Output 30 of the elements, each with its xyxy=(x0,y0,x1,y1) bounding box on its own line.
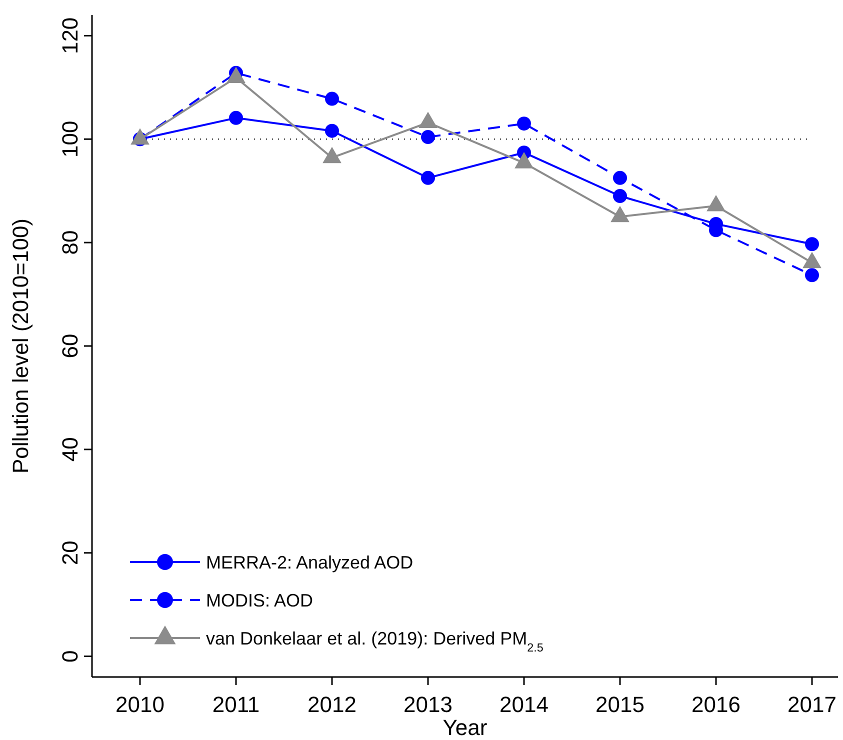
point xyxy=(325,124,339,138)
y-tick-label: 20 xyxy=(58,540,83,566)
point xyxy=(805,237,819,252)
x-tick-label: 2011 xyxy=(212,692,260,718)
x-tick-label: 2014 xyxy=(500,692,548,718)
x-tick-label: 2015 xyxy=(596,692,644,718)
x-tick-label: 2013 xyxy=(404,692,452,718)
legend-label: van Donkelaar et al. (2019): Derived PM$_{2.5}$ xyxy=(206,628,544,654)
y-tick-label: 80 xyxy=(58,230,83,255)
y-tick-label: 0 xyxy=(58,650,83,662)
x-tick-label: 2016 xyxy=(692,692,740,718)
legend-label: MERRA-2: Analyzed AOD xyxy=(206,552,414,572)
point xyxy=(613,170,627,185)
point xyxy=(805,268,819,282)
x-axis-title: Year xyxy=(442,715,488,740)
point xyxy=(613,189,627,203)
y-tick-label: 60 xyxy=(58,334,83,358)
y-axis-title: Pollution level (2010=100) xyxy=(8,218,33,474)
point xyxy=(421,130,435,144)
point xyxy=(325,92,339,106)
point xyxy=(421,170,435,185)
point xyxy=(517,116,531,131)
y-tick-label: 120 xyxy=(58,17,83,54)
y-tick-label: 100 xyxy=(58,120,83,158)
legend-label: MODIS: AOD xyxy=(206,590,314,610)
x-tick-label: 2012 xyxy=(308,692,356,718)
x-tick-label: 2017 xyxy=(788,692,836,718)
point xyxy=(229,110,243,125)
y-tick-label: 40 xyxy=(58,437,83,462)
x-tick-label: 2010 xyxy=(116,692,164,718)
